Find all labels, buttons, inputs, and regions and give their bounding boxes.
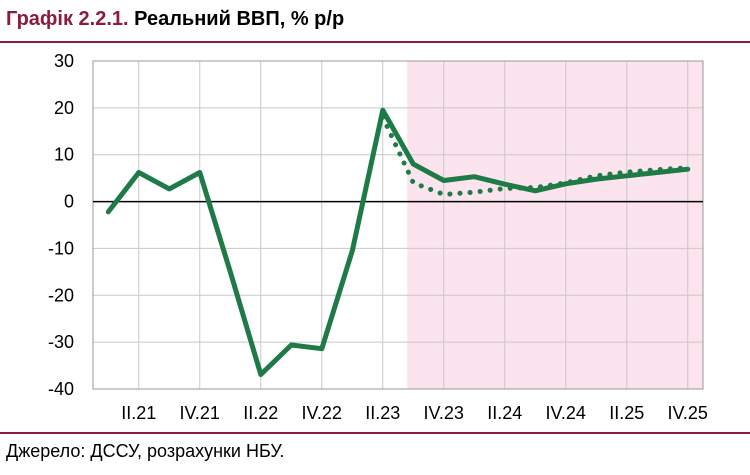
series-line-solid — [105, 107, 691, 377]
y-tick-label: 30 — [54, 51, 74, 71]
source-divider — [0, 432, 750, 434]
chart-title-text: Реальний ВВП, % р/р — [134, 8, 345, 30]
title-divider — [0, 41, 750, 43]
x-tick-label: II.25 — [609, 403, 644, 423]
x-tick-label: II.22 — [243, 403, 278, 423]
x-tick-label: IV.25 — [668, 403, 708, 423]
chart-number: Графік 2.2.1. — [6, 8, 129, 30]
y-tick-label: -30 — [48, 332, 74, 352]
chart-title: Графік 2.2.1. Реальний ВВП, % р/р — [6, 8, 344, 31]
x-tick-label: IV.23 — [424, 403, 464, 423]
y-tick-label: -20 — [48, 285, 74, 305]
y-tick-label: 10 — [54, 145, 74, 165]
y-tick-label: -10 — [48, 238, 74, 258]
x-tick-label: IV.21 — [180, 403, 220, 423]
source-note: Джерело: ДССУ, розрахунки НБУ. — [6, 441, 285, 461]
y-tick-label: -40 — [48, 379, 74, 399]
x-tick-label: II.23 — [365, 403, 400, 423]
plot-frame — [92, 60, 704, 390]
x-tick-label: II.24 — [487, 403, 522, 423]
x-tick-label: IV.22 — [302, 403, 342, 423]
y-tick-label: 20 — [54, 98, 74, 118]
forecast-band — [407, 61, 703, 389]
y-tick-label: 0 — [64, 192, 74, 212]
x-tick-label: II.21 — [121, 403, 156, 423]
x-tick-label: IV.24 — [546, 403, 586, 423]
